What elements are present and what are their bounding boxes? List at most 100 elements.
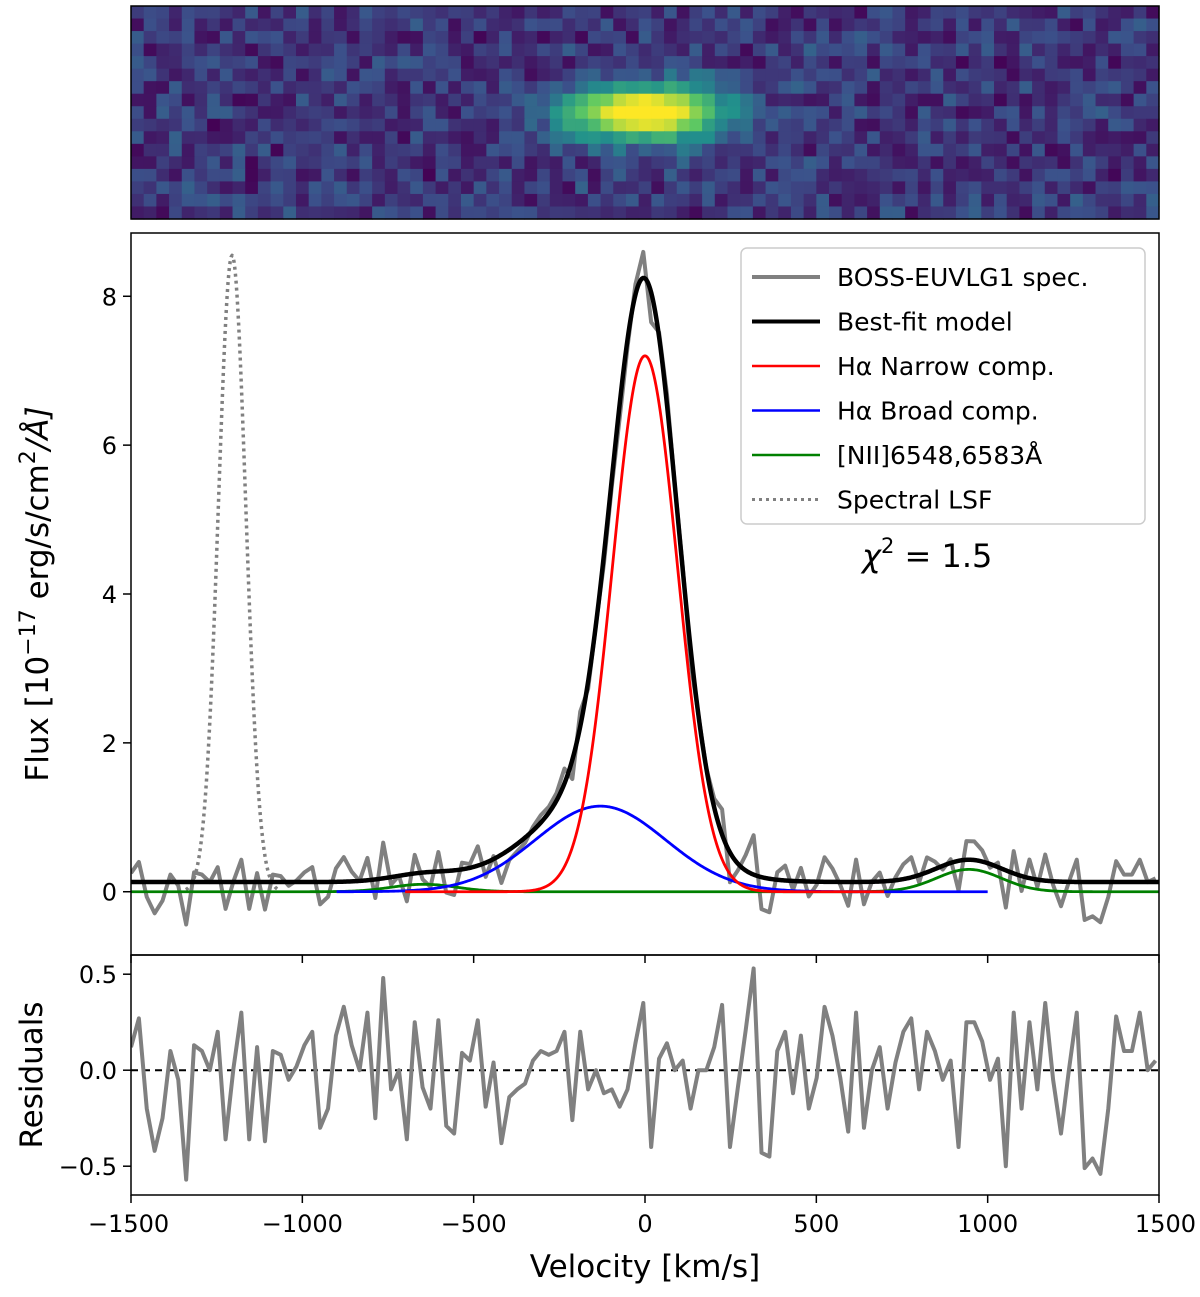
heatmap-cell	[143, 181, 157, 195]
heatmap-cell	[448, 143, 462, 157]
heatmap-cell	[524, 118, 538, 132]
heatmap-cell	[664, 6, 678, 20]
heatmap-cell	[562, 43, 576, 57]
heatmap-cell	[664, 93, 678, 107]
heatmap-cell	[790, 18, 805, 32]
heatmap-cell	[981, 131, 995, 145]
heatmap-cell	[664, 143, 678, 157]
heatmap-cell	[562, 206, 576, 220]
heatmap-cell	[917, 156, 932, 170]
heatmap-cell	[892, 106, 906, 120]
heatmap-cell	[968, 118, 982, 132]
heatmap-cell	[1108, 193, 1122, 208]
heatmap-cell	[1120, 56, 1135, 70]
heatmap-cell	[562, 18, 576, 32]
heatmap-cell	[1032, 6, 1046, 20]
heatmap-cell	[930, 43, 944, 57]
heatmap-cell	[841, 193, 856, 208]
heatmap-cell	[905, 31, 919, 45]
heatmap-cell	[702, 18, 716, 32]
heatmap-cell	[486, 168, 500, 183]
heatmap-cell	[194, 6, 208, 20]
heatmap-cell	[930, 206, 944, 220]
heatmap-cell	[600, 56, 614, 70]
heatmap-cell	[1070, 143, 1084, 157]
heatmap-cell	[131, 168, 145, 183]
heatmap-cell	[930, 131, 944, 145]
heatmap-cell	[245, 193, 259, 208]
heatmap-cell	[676, 31, 691, 45]
heatmap-cell	[638, 193, 652, 208]
heatmap-cell	[879, 18, 894, 32]
heatmap-cell	[816, 56, 830, 70]
heatmap-cell	[486, 31, 500, 45]
heatmap-cell	[854, 31, 868, 45]
heatmap-cell	[245, 18, 259, 32]
heatmap-cell	[1108, 68, 1122, 82]
heatmap-cell	[917, 193, 932, 208]
heatmap-cell	[270, 43, 284, 57]
heatmap-cell	[664, 68, 678, 82]
main-plot-lines	[131, 249, 1159, 927]
heatmap-cell	[143, 56, 157, 70]
heatmap-cell	[917, 168, 932, 183]
heatmap-cell	[676, 156, 691, 170]
heatmap-cell	[575, 193, 589, 208]
heatmap-cell	[1133, 43, 1147, 57]
heatmap-cell	[270, 131, 284, 145]
heatmap-cell	[422, 193, 437, 208]
heatmap-cell	[1120, 106, 1135, 120]
heatmap-cell	[181, 206, 196, 220]
heatmap-cell	[613, 56, 627, 70]
heatmap-cell	[638, 81, 652, 95]
heatmap-cell	[930, 6, 944, 20]
heatmap-cell	[410, 43, 424, 57]
x-tick-label: −500	[441, 1210, 507, 1238]
heatmap-cell	[1082, 43, 1097, 57]
heatmap-cell	[740, 131, 754, 145]
heatmap-cell	[194, 156, 208, 170]
heatmap-cell	[702, 181, 716, 195]
heatmap-cell	[245, 43, 259, 57]
heatmap-cell	[981, 156, 995, 170]
heatmap-cell	[994, 31, 1008, 45]
heatmap-cell	[854, 6, 868, 20]
heatmap-cell	[765, 168, 779, 183]
heatmap-cell	[207, 56, 221, 70]
heatmap-cell	[549, 118, 564, 132]
heatmap-cell	[410, 31, 424, 45]
heatmap-cell	[1044, 143, 1059, 157]
heatmap-cell	[283, 118, 297, 132]
heatmap-cell	[194, 43, 208, 57]
heatmap-cell	[1019, 31, 1033, 45]
heatmap-cell	[499, 181, 513, 195]
heatmap-cell	[892, 156, 906, 170]
heatmap-cell	[587, 93, 602, 107]
heatmap-cell	[727, 131, 741, 145]
heatmap-cell	[905, 193, 919, 208]
heatmap-cell	[308, 118, 322, 132]
heatmap-cell	[549, 156, 564, 170]
heatmap-cell	[283, 68, 297, 82]
heatmap-cell	[473, 106, 487, 120]
heatmap-cell	[270, 156, 284, 170]
x-tick-label: 1000	[957, 1210, 1018, 1238]
heatmap-cell	[994, 106, 1008, 120]
heatmap-cell	[473, 6, 487, 20]
heatmap-cell	[1070, 106, 1084, 120]
legend-items: BOSS-EUVLG1 spec. Best-fit model Hα Narrow…	[752, 263, 1088, 515]
heatmap-cell	[499, 118, 513, 132]
heatmap-cell	[156, 43, 170, 57]
heatmap-cell	[334, 131, 348, 145]
heatmap-cell	[143, 68, 157, 82]
heatmap-cell	[727, 106, 741, 120]
heatmap-cell	[308, 68, 322, 82]
heatmap-cell	[575, 31, 589, 45]
heatmap-cell	[955, 81, 970, 95]
x-tick-label: 1500	[1135, 1210, 1196, 1238]
heatmap-cell	[879, 68, 894, 82]
heatmap-cell	[1006, 43, 1020, 57]
heatmap-cell	[879, 143, 894, 157]
heatmap-cell	[562, 168, 576, 183]
ylabel-prefix: Flux [10	[20, 656, 56, 782]
